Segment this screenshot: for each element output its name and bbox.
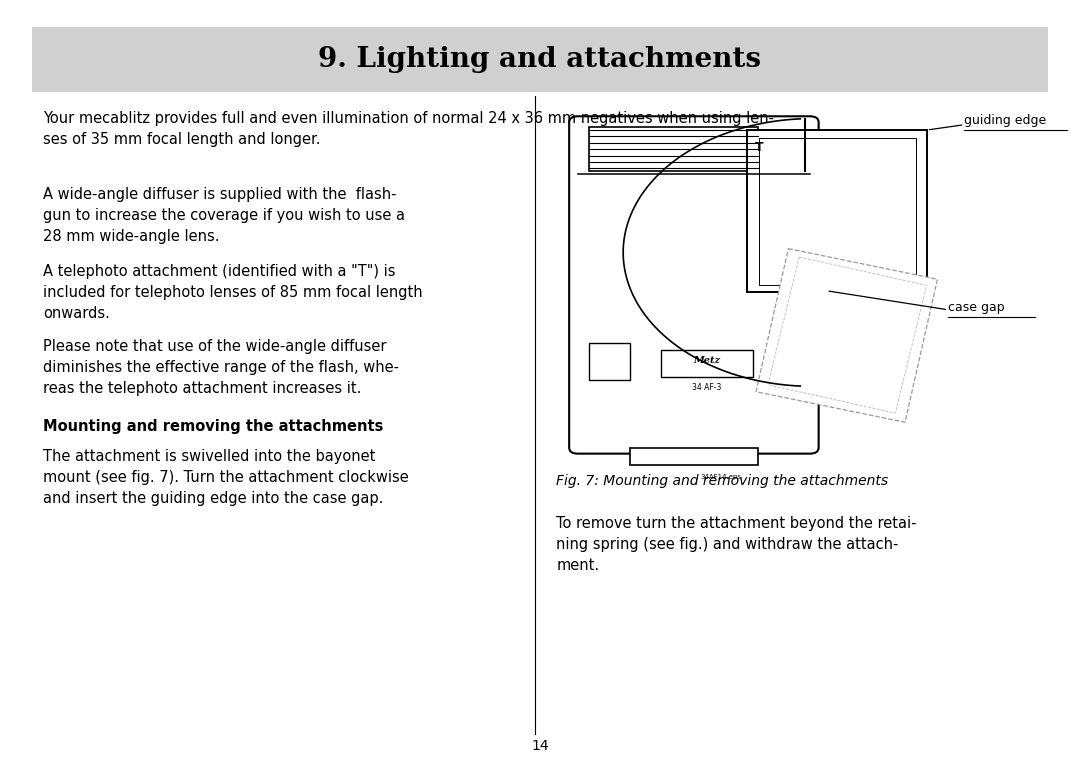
Text: Your mecablitz provides full and even illumination of normal 24 x 36 mm negative: Your mecablitz provides full and even il… — [43, 111, 774, 147]
Polygon shape — [756, 249, 937, 422]
Polygon shape — [747, 130, 927, 292]
FancyBboxPatch shape — [569, 116, 819, 454]
Text: To remove turn the attachment beyond the retai-
ning spring (see fig.) and withd: To remove turn the attachment beyond the… — [556, 516, 917, 574]
Bar — [661, 350, 753, 377]
Text: Fig. 7: Mounting and removing the attachments: Fig. 7: Mounting and removing the attach… — [556, 474, 889, 488]
Text: Please note that use of the wide‑angle diffuser
diminishes the effective range o: Please note that use of the wide‑angle d… — [43, 339, 400, 396]
Text: 34AF14.eps: 34AF14.eps — [701, 474, 741, 480]
Text: 34 AF-3: 34 AF-3 — [692, 383, 721, 392]
Text: Mounting and removing the attachments: Mounting and removing the attachments — [43, 419, 383, 435]
Text: guiding edge: guiding edge — [964, 114, 1047, 126]
Text: A telephoto attachment (identified with a "T") is
included for telephoto lenses : A telephoto attachment (identified with … — [43, 264, 423, 321]
Bar — [589, 127, 758, 171]
FancyBboxPatch shape — [32, 27, 1048, 92]
Text: 14: 14 — [531, 739, 549, 753]
Text: case gap: case gap — [948, 301, 1004, 314]
Text: The attachment is swivelled into the bayonet
mount (see fig. 7). Turn the attach: The attachment is swivelled into the bay… — [43, 449, 409, 506]
Text: A wide‑angle diffuser is supplied with the  flash-
gun to increase the coverage : A wide‑angle diffuser is supplied with t… — [43, 187, 405, 245]
Bar — [589, 343, 630, 380]
Text: T: T — [755, 142, 764, 154]
Polygon shape — [759, 138, 916, 285]
Text: 9. Lighting and attachments: 9. Lighting and attachments — [319, 46, 761, 73]
Text: Metz: Metz — [693, 356, 720, 365]
Polygon shape — [768, 257, 927, 413]
Bar — [630, 448, 758, 465]
